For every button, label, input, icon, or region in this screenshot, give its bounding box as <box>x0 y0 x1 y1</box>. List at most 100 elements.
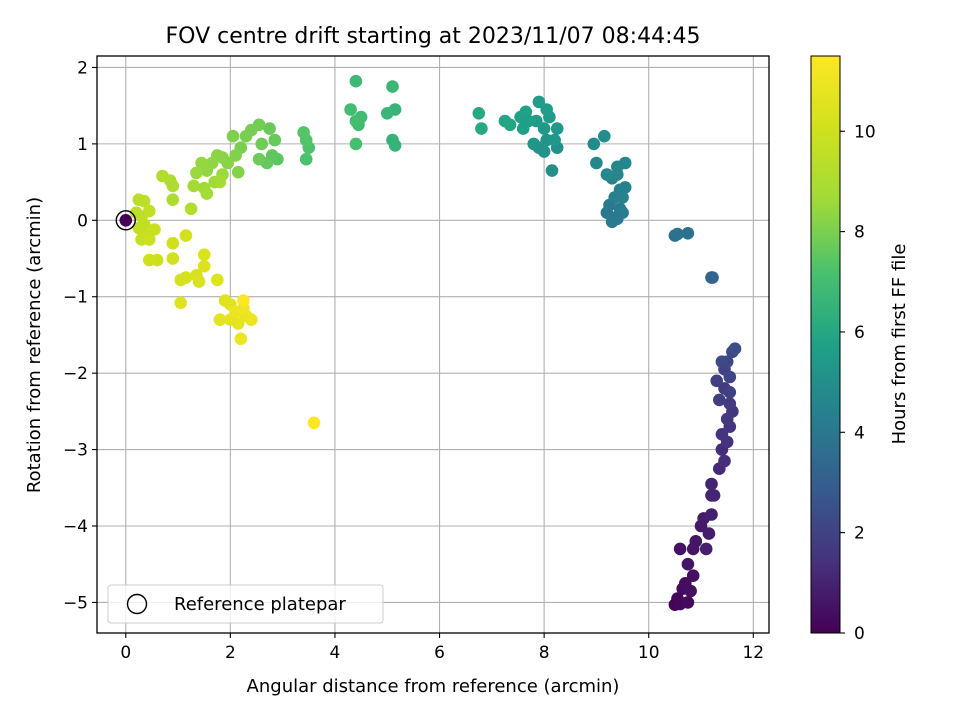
data-point <box>519 105 533 119</box>
data-point <box>710 374 723 388</box>
data-point <box>349 74 363 88</box>
data-point <box>226 129 240 143</box>
legend: Reference platepar <box>107 584 384 624</box>
data-point <box>537 122 551 135</box>
data-point <box>545 164 559 177</box>
colorbar-tick-label: 6 <box>854 323 865 343</box>
colorbar-tick-label: 10 <box>854 122 876 142</box>
data-point <box>192 275 206 288</box>
data-point <box>498 114 512 128</box>
data-point <box>720 412 734 426</box>
data-point <box>475 122 488 135</box>
data-point <box>684 584 697 598</box>
data-point <box>156 169 169 183</box>
colorbar-tick-label: 4 <box>854 423 865 443</box>
data-point <box>713 393 726 407</box>
data-point <box>119 214 133 227</box>
colorbar-tick-label: 8 <box>854 223 865 243</box>
data-point <box>705 508 718 521</box>
data-point <box>689 535 703 548</box>
data-point <box>723 370 737 384</box>
data-point <box>166 252 180 265</box>
data-point <box>616 191 629 204</box>
x-tick-label: 0 <box>120 643 131 663</box>
data-point <box>166 193 180 206</box>
data-point <box>611 212 624 226</box>
y-tick-label: −2 <box>63 364 88 384</box>
colorbar-frame <box>810 55 841 634</box>
data-point <box>197 259 211 273</box>
data-point <box>255 137 268 151</box>
data-point <box>349 137 363 151</box>
data-point <box>550 122 564 135</box>
colorbar: 0 2 4 6 8 10 Hours from first FF file <box>810 55 910 644</box>
data-point <box>715 355 729 369</box>
data-point <box>252 152 266 166</box>
data-point <box>388 139 402 152</box>
data-point <box>187 179 200 193</box>
legend-entry-reference: Reference platepar <box>174 594 346 615</box>
data-point <box>143 253 156 267</box>
plot-frame <box>96 55 770 634</box>
data-point <box>671 227 684 241</box>
data-point <box>297 126 310 139</box>
data-point <box>148 223 161 236</box>
data-point <box>699 542 713 556</box>
data-point <box>344 103 357 116</box>
data-point <box>600 168 614 181</box>
data-point <box>681 227 695 240</box>
x-tick-label: 8 <box>539 643 550 663</box>
x-tick-label: 2 <box>225 643 236 663</box>
data-point <box>213 313 227 327</box>
data-point <box>231 317 245 330</box>
data-point <box>702 527 716 540</box>
data-point <box>598 129 611 143</box>
data-point <box>728 342 742 356</box>
data-point <box>237 294 250 307</box>
data-point <box>673 542 687 556</box>
colorbar-label: Hours from first FF file <box>889 244 910 445</box>
data-point <box>174 296 187 310</box>
data-point <box>723 397 737 411</box>
data-point <box>307 416 321 430</box>
reference-marker <box>115 210 136 231</box>
data-point <box>706 271 719 284</box>
colorbar-tick-label: 0 <box>854 624 865 644</box>
data-point <box>723 386 737 399</box>
data-point <box>540 103 553 116</box>
data-point <box>587 137 601 151</box>
y-tick-label: 0 <box>77 211 88 231</box>
x-tick-label: 12 <box>742 643 764 663</box>
data-point <box>611 160 624 174</box>
data-point <box>200 187 214 200</box>
legend-reference-marker <box>126 593 148 615</box>
data-point <box>380 107 394 120</box>
x-axis-label: Angular distance from reference (arcmin) <box>247 676 620 697</box>
x-tick-label: 6 <box>434 643 445 663</box>
reference-platepar-marker <box>115 210 136 231</box>
x-tick-label: 4 <box>330 643 341 663</box>
data-point <box>179 271 193 284</box>
y-tick-label: −1 <box>63 288 88 308</box>
y-axis-label: Rotation from reference (arcmin) <box>24 197 45 493</box>
y-tick-label: 2 <box>77 58 88 78</box>
data-point <box>349 114 363 128</box>
data-point <box>686 569 700 582</box>
data-point <box>590 156 603 170</box>
data-point <box>715 428 729 441</box>
data-point <box>527 137 540 151</box>
data-point <box>472 107 486 120</box>
data-point <box>707 489 721 502</box>
data-point <box>681 596 695 609</box>
data-point <box>239 129 253 143</box>
data-point <box>143 233 156 246</box>
data-point <box>268 133 282 147</box>
data-point <box>211 273 224 287</box>
data-point <box>718 454 731 468</box>
y-tick-label: −5 <box>63 593 88 613</box>
data-point <box>197 248 211 261</box>
data-point <box>195 156 208 170</box>
x-axis-ticks: 0 2 4 6 8 10 12 <box>120 633 764 663</box>
data-point <box>132 221 146 235</box>
data-point <box>263 122 276 135</box>
